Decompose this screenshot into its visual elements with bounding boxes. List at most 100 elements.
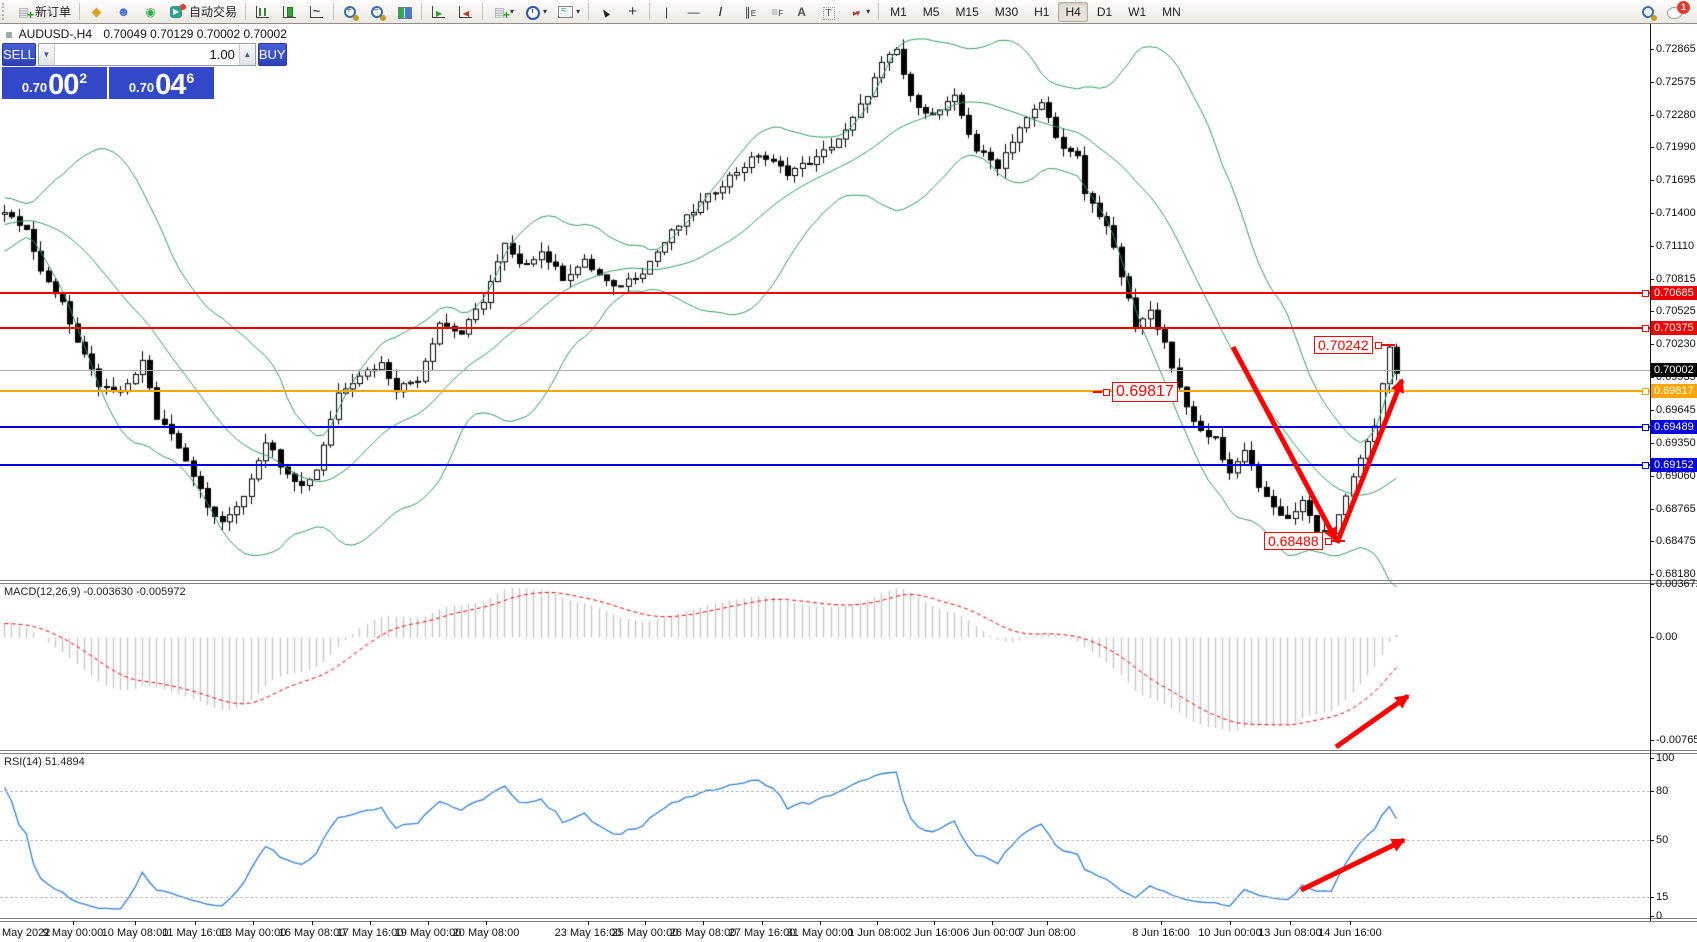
toolbar-separator [588, 3, 590, 20]
level-line-0.70685[interactable] [0, 292, 1650, 295]
pane-separator [0, 750, 1697, 751]
volume-increase-button[interactable]: ▲ [238, 44, 255, 65]
cursor-icon [597, 4, 614, 20]
rsi-level-line [0, 790, 1650, 792]
buy-button[interactable]: BUY [257, 43, 287, 66]
timeframe-mn-button[interactable]: MN [1155, 2, 1188, 22]
time-axis-label: 13 Jun 08:00 [1258, 927, 1322, 939]
level-line-handle[interactable] [1642, 290, 1649, 298]
timeframe-h4-button[interactable]: H4 [1058, 1, 1088, 22]
time-axis-label: 6 Jun 00:00 [963, 927, 1021, 939]
sell-button[interactable]: SELL [2, 43, 36, 66]
sell-price-display[interactable]: 0.70 00 2 [2, 67, 107, 100]
crosshair-button[interactable] [620, 2, 645, 22]
market-watch-button[interactable] [84, 2, 109, 22]
new-order-button-label: 新订单 [35, 5, 72, 19]
time-axis-tick [486, 921, 487, 925]
vertical-line-button[interactable] [654, 2, 679, 22]
rsi-tick-label: 80 [1650, 785, 1697, 797]
level-line-handle[interactable] [1642, 424, 1649, 432]
volume-input[interactable] [54, 44, 239, 65]
notification-badge: 1 [1677, 0, 1690, 14]
text-button[interactable] [789, 2, 814, 22]
time-axis-tick [934, 921, 935, 925]
price-tick-label: 0.68180 [1650, 568, 1696, 581]
level-line-handle[interactable] [1642, 387, 1649, 395]
time-axis-tick [73, 921, 74, 925]
pane-separator [0, 580, 1697, 581]
docplus-icon [491, 4, 510, 23]
docplus-icon [15, 4, 34, 23]
macd-tick-label: 0.003672 [1650, 578, 1697, 591]
level-line-0.70375[interactable] [0, 327, 1650, 330]
macd-indicator-label: MACD(12,26,9) -0.003630 -0.005972 [4, 586, 186, 598]
time-axis-tick [135, 921, 136, 925]
equidistant-channel-button[interactable] [735, 2, 760, 22]
timeframe-m5-button[interactable]: M5 [916, 2, 947, 22]
pane-separator [0, 583, 1697, 584]
auto-trading-button[interactable]: 自动交易 [165, 2, 241, 22]
templates-button[interactable]: ▾ [553, 2, 584, 22]
ascroll-icon [430, 4, 447, 22]
shift-icon [457, 4, 474, 22]
timeframe-d1-button[interactable]: D1 [1090, 2, 1119, 22]
level-line-0.69489[interactable] [0, 426, 1650, 429]
annotation-connector [1331, 540, 1345, 542]
volume-decrease-button[interactable]: ▼ [38, 44, 55, 65]
hline-icon [685, 4, 702, 20]
rsi-level-line [0, 840, 1650, 841]
text-label-button[interactable] [816, 2, 841, 22]
trendline-button[interactable] [708, 2, 733, 22]
bar-chart-button[interactable] [250, 2, 275, 22]
cursor-button[interactable] [593, 2, 618, 22]
annotation-price-label[interactable]: 0.69817 [1112, 382, 1178, 403]
time-axis-tick [312, 921, 313, 925]
annotation-price-label[interactable]: 0.70242 [1314, 336, 1373, 355]
line-chart-button[interactable] [304, 2, 329, 22]
search-button[interactable] [1636, 2, 1661, 22]
annotation-price-label[interactable]: 0.68488 [1264, 532, 1323, 551]
rsi-tick-label: 50 [1650, 834, 1697, 846]
fibonacci-button[interactable] [762, 2, 787, 22]
rsi-indicator-label: RSI(14) 51.4894 [4, 756, 85, 768]
timeframe-m1-button[interactable]: M1 [883, 2, 914, 22]
timeframe-w1-button[interactable]: W1 [1121, 2, 1153, 22]
new-order-button[interactable]: 新订单 [11, 2, 75, 23]
horizontal-line-button[interactable] [681, 2, 706, 22]
candlestick-chart-button[interactable] [277, 2, 302, 22]
level-line-0.69817[interactable] [0, 389, 1650, 392]
candle-icon [281, 4, 298, 20]
line-icon [308, 3, 325, 20]
indicators-button[interactable]: ▾ [487, 2, 518, 23]
periods-button[interactable]: ▾ [520, 2, 551, 22]
profile-button[interactable] [111, 2, 136, 22]
signals-button[interactable] [138, 2, 163, 22]
level-line-handle[interactable] [1642, 462, 1649, 470]
buy-price-display[interactable]: 0.70 04 6 [109, 67, 214, 100]
arrows-button[interactable]: ▾ [843, 2, 874, 22]
level-line-0.69152[interactable] [0, 464, 1650, 467]
tile-windows-button[interactable] [392, 2, 417, 22]
timeframe-m15-button[interactable]: M15 [948, 2, 985, 22]
annotation-handle[interactable] [1325, 538, 1332, 545]
toolbar-separator [649, 3, 651, 20]
annotation-handle[interactable] [1375, 342, 1382, 349]
pane-separator [0, 918, 1697, 919]
time-axis-label: 26 May 08:00 [669, 927, 737, 939]
zoom-in-button[interactable] [338, 2, 363, 22]
chat-icon: 1 [1667, 0, 1690, 20]
auto-scroll-button[interactable] [426, 2, 451, 22]
macd-tick-label: 0.00 [1650, 631, 1697, 643]
timeframe-h1-button[interactable]: H1 [1027, 2, 1056, 22]
chevron-down-icon: ▾ [866, 7, 871, 16]
toolbar-separator [2, 3, 8, 20]
chart-shift-button[interactable] [453, 2, 478, 22]
annotation-handle[interactable] [1103, 389, 1110, 396]
notifications-button[interactable]: 1 [1663, 0, 1690, 22]
zoom-out-button[interactable] [365, 2, 390, 22]
level-line-handle[interactable] [1642, 325, 1649, 333]
timeframe-m30-button[interactable]: M30 [988, 2, 1025, 22]
chevron-down-icon: ▾ [543, 7, 548, 16]
